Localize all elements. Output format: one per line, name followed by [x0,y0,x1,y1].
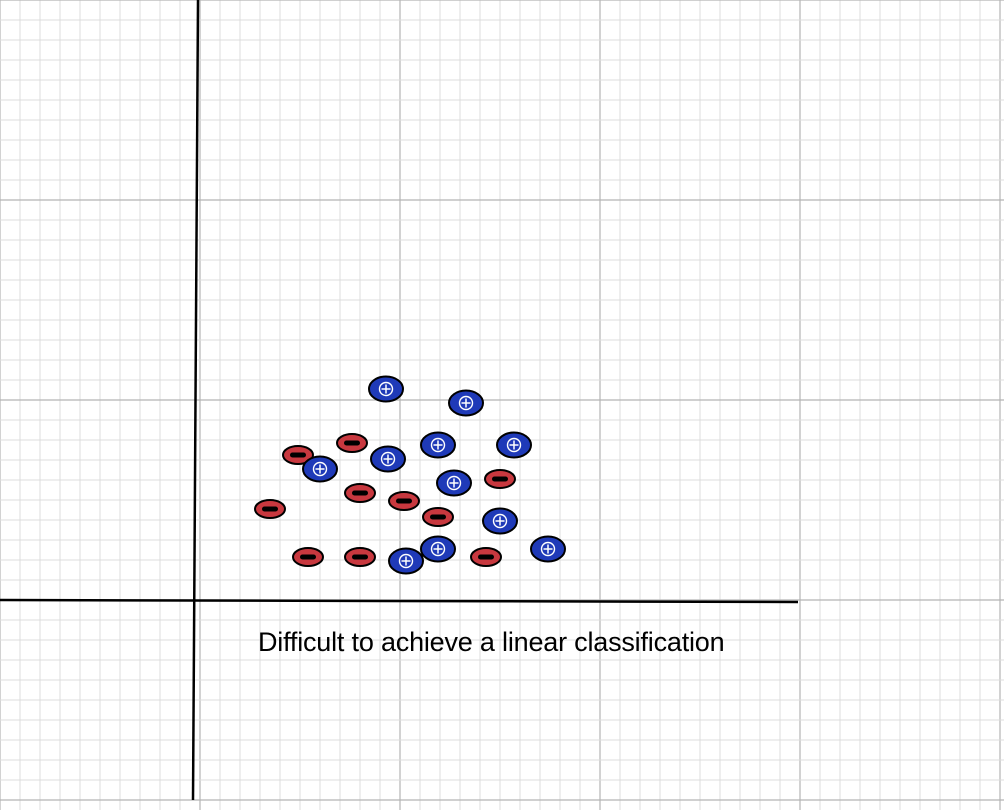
positive-point [420,431,456,459]
negative-point [484,469,516,489]
positive-point [370,445,406,473]
negative-point [344,547,376,567]
negative-point [336,433,368,453]
positive-point [482,507,518,535]
x-axis [0,598,799,604]
positive-point [302,455,338,483]
negative-point [388,491,420,511]
negative-point [470,547,502,567]
negative-point [282,445,314,465]
negative-point [344,483,376,503]
positive-point [530,535,566,563]
y-axis [191,0,200,801]
positive-point [420,535,456,563]
positive-point [448,389,484,417]
negative-point [422,507,454,527]
positive-point [496,431,532,459]
positive-point [368,375,404,403]
diagram-caption: Difficult to achieve a linear classifica… [258,627,725,657]
positive-point [436,469,472,497]
positive-point [388,547,424,575]
negative-point [292,547,324,567]
data-points [254,375,566,575]
negative-point [254,499,286,519]
